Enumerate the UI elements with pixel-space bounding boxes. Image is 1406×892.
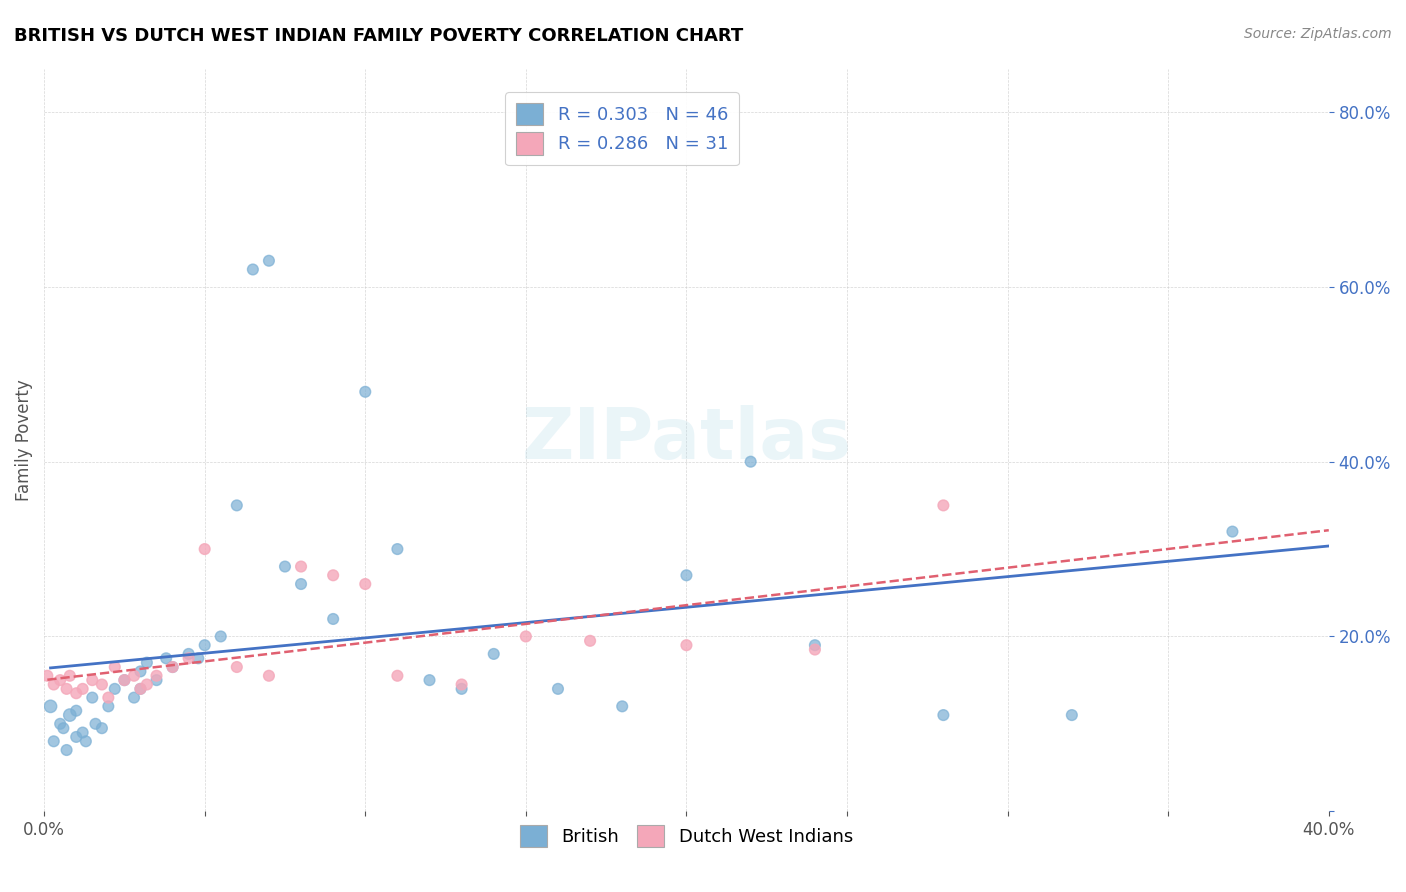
- Point: [322, 612, 344, 626]
- Point: [122, 690, 145, 705]
- Point: [675, 638, 697, 652]
- Point: [97, 699, 120, 714]
- Point: [90, 677, 112, 691]
- Point: [129, 665, 152, 679]
- Point: [209, 630, 232, 644]
- Point: [515, 630, 537, 644]
- Point: [90, 721, 112, 735]
- Point: [418, 673, 440, 687]
- Point: [135, 677, 157, 691]
- Point: [135, 656, 157, 670]
- Point: [225, 499, 247, 513]
- Point: [82, 673, 104, 687]
- Point: [52, 721, 75, 735]
- Point: [42, 677, 65, 691]
- Point: [162, 660, 184, 674]
- Point: [257, 669, 280, 683]
- Legend: British, Dutch West Indians: British, Dutch West Indians: [513, 818, 860, 855]
- Point: [225, 660, 247, 674]
- Point: [482, 647, 505, 661]
- Point: [37, 669, 59, 683]
- Point: [59, 708, 82, 723]
- Text: BRITISH VS DUTCH WEST INDIAN FAMILY POVERTY CORRELATION CHART: BRITISH VS DUTCH WEST INDIAN FAMILY POVE…: [14, 27, 744, 45]
- Point: [354, 577, 377, 591]
- Point: [55, 681, 77, 696]
- Point: [65, 730, 87, 744]
- Point: [932, 708, 955, 723]
- Point: [112, 673, 135, 687]
- Text: ZIPatlas: ZIPatlas: [522, 405, 852, 475]
- Point: [49, 673, 72, 687]
- Point: [804, 638, 827, 652]
- Point: [162, 660, 184, 674]
- Point: [112, 673, 135, 687]
- Point: [42, 734, 65, 748]
- Point: [322, 568, 344, 582]
- Point: [290, 559, 312, 574]
- Point: [387, 542, 409, 557]
- Point: [122, 669, 145, 683]
- Point: [84, 716, 107, 731]
- Point: [804, 642, 827, 657]
- Point: [72, 725, 94, 739]
- Point: [39, 699, 62, 714]
- Point: [579, 633, 602, 648]
- Point: [1222, 524, 1244, 539]
- Point: [450, 677, 472, 691]
- Point: [104, 660, 127, 674]
- Point: [177, 647, 200, 661]
- Point: [194, 542, 217, 557]
- Point: [187, 651, 209, 665]
- Point: [97, 690, 120, 705]
- Point: [547, 681, 569, 696]
- Point: [155, 651, 177, 665]
- Point: [82, 690, 104, 705]
- Point: [274, 559, 297, 574]
- Point: [675, 568, 697, 582]
- Point: [257, 253, 280, 268]
- Point: [59, 669, 82, 683]
- Point: [55, 743, 77, 757]
- Point: [65, 686, 87, 700]
- Point: [387, 669, 409, 683]
- Point: [65, 704, 87, 718]
- Point: [104, 681, 127, 696]
- Y-axis label: Family Poverty: Family Poverty: [15, 379, 32, 500]
- Point: [242, 262, 264, 277]
- Point: [740, 455, 762, 469]
- Point: [612, 699, 634, 714]
- Point: [177, 651, 200, 665]
- Point: [450, 681, 472, 696]
- Point: [145, 673, 167, 687]
- Point: [129, 681, 152, 696]
- Point: [72, 681, 94, 696]
- Point: [145, 669, 167, 683]
- Point: [194, 638, 217, 652]
- Point: [1060, 708, 1083, 723]
- Point: [932, 499, 955, 513]
- Point: [290, 577, 312, 591]
- Text: Source: ZipAtlas.com: Source: ZipAtlas.com: [1244, 27, 1392, 41]
- Point: [75, 734, 97, 748]
- Point: [49, 716, 72, 731]
- Point: [354, 384, 377, 399]
- Point: [129, 681, 152, 696]
